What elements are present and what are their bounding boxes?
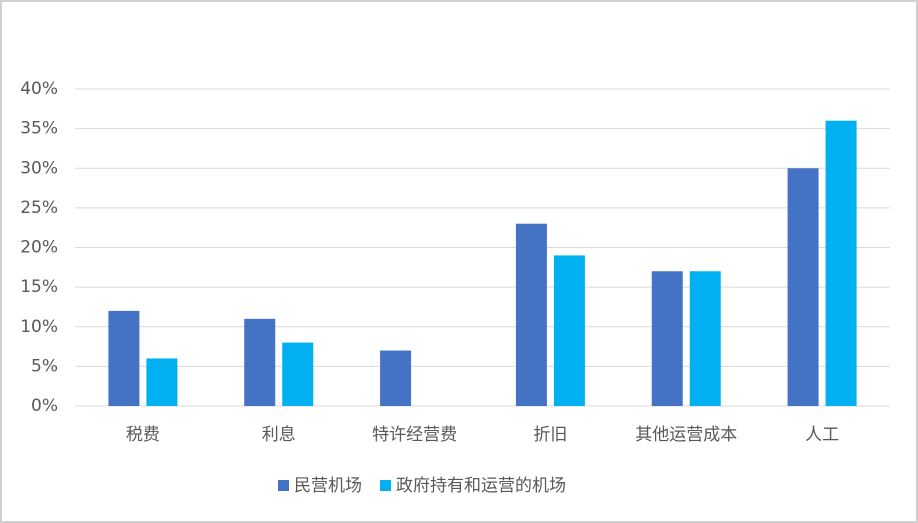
bar [689,271,721,406]
legend-swatch [380,480,391,491]
x-tick-label: 税费 [126,425,160,445]
y-tick-label: 40% [20,79,58,99]
y-tick-label: 0% [31,396,58,416]
bar [108,310,140,406]
y-tick-label: 25% [20,198,58,218]
y-tick-label: 15% [20,277,58,297]
legend-label: 政府持有和运营的机场 [396,476,566,496]
bar [787,168,819,406]
bar [515,223,547,406]
y-tick-label: 20% [20,238,58,258]
legend-swatch [278,480,289,491]
y-tick-label: 5% [31,356,58,376]
y-tick-label: 30% [20,158,58,178]
y-tick-label: 10% [20,317,58,337]
bar [282,342,314,406]
bar [651,271,683,406]
bar [553,255,585,406]
bar [825,120,857,406]
x-tick-label: 特许经营费 [372,425,457,445]
bar [244,318,276,406]
x-tick-label: 其他运营成本 [635,425,737,445]
y-tick-label: 35% [20,119,58,139]
bar [146,358,178,406]
legend-label: 民营机场 [294,476,362,496]
bar [380,350,412,406]
x-tick-label: 利息 [262,425,296,445]
x-tick-label: 人工 [805,425,839,445]
x-tick-label: 折旧 [533,425,567,445]
